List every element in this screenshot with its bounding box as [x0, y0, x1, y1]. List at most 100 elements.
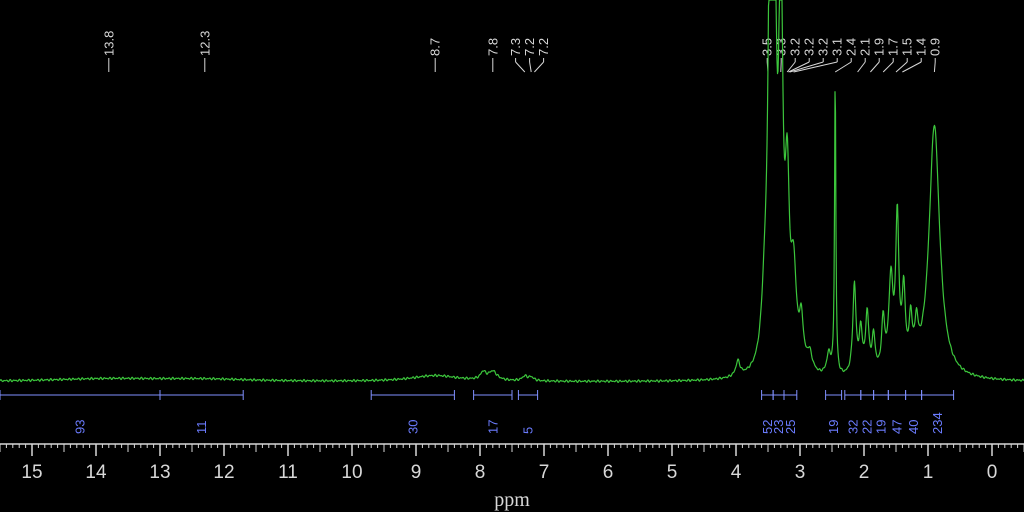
x-tick-label: 7	[539, 462, 550, 483]
peak-label: 2.1	[858, 38, 873, 56]
peak-leader-line	[789, 61, 824, 73]
x-tick-label: 15	[21, 462, 42, 483]
x-tick-label: 0	[987, 462, 998, 483]
peak-label-group: 3.1	[793, 38, 845, 73]
peak-label: 13.8	[101, 31, 116, 56]
peak-leader-line	[786, 61, 796, 73]
x-tick-label: 3	[795, 462, 806, 483]
integral-region: 5	[517, 390, 539, 434]
peak-label: 7.3	[508, 38, 523, 56]
x-axis-title: ppm	[494, 489, 530, 511]
integral-label: 25	[783, 420, 798, 434]
integral-label: 19	[873, 420, 888, 434]
integral-label: 32	[845, 420, 860, 434]
integral-label: 52	[760, 420, 775, 434]
peak-leader-line	[895, 61, 908, 73]
integral-label: 17	[485, 420, 500, 434]
peak-label: 3.5	[760, 38, 775, 56]
peak-label: 8.7	[428, 38, 443, 56]
peak-label: 12.3	[197, 31, 212, 56]
x-tick-label: 14	[85, 462, 107, 483]
integral-label: 47	[889, 420, 904, 434]
peak-label-group: 3.2	[786, 38, 803, 73]
peak-label: 7.2	[522, 38, 537, 56]
peak-label: 3.1	[830, 38, 845, 56]
peak-label-group: 7.3	[508, 38, 526, 73]
integral-region: 11	[159, 390, 244, 435]
peak-labels: 13.8 12.3 8.7 7.8 7.3 7.2 7.2 3.5 3.3 3.2 3.2 3.2 3.…	[101, 31, 943, 73]
x-tick-label: 12	[213, 462, 234, 483]
integral-region: 47	[887, 390, 907, 434]
peak-label-group: 1.7	[882, 38, 901, 73]
integral-label: 40	[906, 420, 921, 434]
peak-label: 3.2	[802, 38, 817, 56]
peak-label: 1.7	[886, 38, 901, 56]
peak-label-group: 12.3	[197, 31, 212, 72]
peak-label-group: 1.5	[895, 38, 915, 73]
peak-label-group: 2.1	[857, 38, 873, 73]
peak-label-group: 13.8	[101, 31, 116, 72]
peak-leader-line	[834, 61, 852, 73]
peak-label: 3.3	[774, 38, 789, 56]
peak-leader-line	[788, 61, 810, 73]
peak-label: 1.4	[914, 38, 929, 56]
peak-label-group: 3.2	[788, 38, 817, 73]
integral-label: 5	[521, 427, 536, 434]
peak-leader-line	[933, 61, 936, 73]
peak-label-group: 3.3	[774, 38, 789, 73]
integral-region: 40	[905, 390, 923, 434]
x-tick-label: 5	[667, 462, 678, 483]
x-tick-label: 4	[731, 462, 742, 483]
peak-label: 0.9	[928, 38, 943, 56]
peak-leader-line	[534, 61, 544, 73]
peak-label: 1.9	[872, 38, 887, 56]
peak-label: 7.8	[485, 38, 500, 56]
integral-region: 17	[473, 390, 513, 434]
peak-leader-line	[529, 61, 532, 73]
integral-label: 11	[194, 421, 209, 435]
x-axis-ticks: 15 14 13 12 11 10 9 8 7 6 5 4 3 2 1 0	[0, 444, 1024, 483]
peak-label-group: 7.8	[485, 38, 500, 72]
x-tick-label: 1	[923, 462, 934, 483]
x-tick-label: 8	[475, 462, 486, 483]
x-tick-label: 10	[341, 462, 362, 483]
integral-region: 30	[370, 390, 455, 434]
integral-label: 93	[73, 420, 88, 434]
integral-label: 234	[930, 412, 945, 434]
x-tick-label: 9	[411, 462, 422, 483]
x-tick-label: 2	[859, 462, 870, 483]
peak-label-group: 7.2	[522, 38, 537, 73]
peak-label-group: 7.2	[534, 38, 551, 73]
x-tick-label: 13	[149, 462, 170, 483]
peak-label: 2.4	[844, 38, 859, 56]
integral-label: 19	[826, 420, 841, 434]
peak-leader-line	[902, 61, 922, 73]
peak-label-group: 2.4	[834, 38, 859, 73]
peak-leader-line	[793, 61, 838, 73]
peak-label: 7.2	[536, 38, 551, 56]
peak-leader-line	[870, 61, 880, 73]
peak-label-group: 1.4	[902, 38, 929, 73]
x-tick-label: 11	[278, 462, 298, 483]
peak-label: 3.2	[788, 38, 803, 56]
integral-region: 25	[783, 390, 798, 434]
integral-region: 19	[825, 390, 843, 434]
peak-label: 3.2	[816, 38, 831, 56]
peak-leader-line	[857, 61, 866, 73]
x-tick-label: 6	[603, 462, 614, 483]
peak-label-group: 0.9	[928, 38, 943, 73]
peak-label-group: 3.2	[789, 38, 831, 73]
peak-label: 1.5	[900, 38, 915, 56]
integral-region: 234	[921, 390, 955, 434]
peak-label-group: 1.9	[870, 38, 887, 73]
peak-label-group: 8.7	[428, 38, 443, 72]
spectrum-line	[0, 0, 1024, 383]
integral-label: 30	[405, 420, 420, 434]
peak-leader-line	[515, 61, 526, 73]
integral-label: 22	[860, 420, 875, 434]
integral-label: 23	[771, 420, 786, 434]
peak-leader-line	[882, 61, 894, 73]
